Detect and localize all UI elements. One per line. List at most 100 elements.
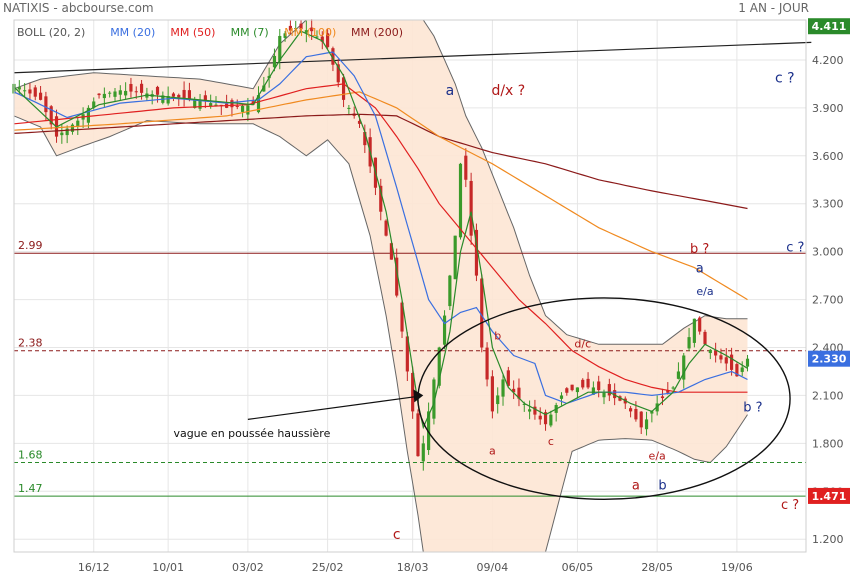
candle-body bbox=[336, 64, 340, 83]
candle-body bbox=[565, 388, 569, 393]
legend-item: MM (200) bbox=[351, 26, 403, 39]
candle-body bbox=[310, 27, 314, 32]
wave-label: d/x ? bbox=[491, 83, 525, 99]
candle-body bbox=[395, 257, 399, 296]
candle-body bbox=[714, 350, 718, 356]
candle-body bbox=[411, 372, 415, 412]
plot-border bbox=[13, 19, 807, 553]
candle-body bbox=[198, 99, 202, 109]
legend-item: BOLL (20, 2) bbox=[17, 26, 85, 39]
level-label: 2.38 bbox=[18, 337, 43, 350]
candle-body bbox=[453, 235, 457, 280]
x-tick-label: 09/04 bbox=[477, 561, 509, 574]
candle-body bbox=[92, 101, 96, 108]
candle-body bbox=[102, 93, 106, 99]
annotation-arrow-shaft bbox=[247, 395, 418, 420]
candle-body bbox=[490, 376, 494, 412]
wave-label: e/a bbox=[649, 449, 666, 462]
price-badge bbox=[808, 350, 850, 367]
candle-body bbox=[687, 337, 691, 349]
candle-body bbox=[644, 419, 649, 430]
candle-body bbox=[23, 90, 27, 92]
candle-body bbox=[581, 379, 585, 388]
candle-body bbox=[745, 358, 750, 367]
candle-body bbox=[341, 77, 346, 100]
candle-body bbox=[124, 90, 128, 96]
wave-label: a bbox=[489, 445, 496, 458]
candle-body bbox=[575, 387, 580, 393]
candle-body bbox=[331, 48, 335, 65]
candle-body bbox=[28, 89, 32, 94]
candle-body bbox=[724, 357, 728, 364]
candle-body bbox=[650, 411, 654, 414]
wave-label: a bbox=[446, 83, 455, 99]
candle-body bbox=[272, 55, 277, 68]
candle-body bbox=[129, 83, 133, 92]
candle-body bbox=[97, 93, 101, 96]
candle-body bbox=[618, 396, 622, 401]
candle-body bbox=[485, 347, 489, 380]
candle-body bbox=[692, 318, 696, 343]
candle-body bbox=[538, 415, 542, 420]
price-badge-label: 2.330 bbox=[812, 353, 847, 366]
candle-body bbox=[602, 392, 606, 398]
price-badge bbox=[808, 18, 850, 35]
candle-body bbox=[86, 107, 91, 123]
y-tick-label: 2.700 bbox=[812, 294, 844, 307]
candle-body bbox=[528, 409, 532, 412]
x-tick-label: 28/05 bbox=[641, 561, 673, 574]
candle-body bbox=[613, 390, 617, 399]
candle-body bbox=[501, 379, 505, 397]
candle-body bbox=[496, 395, 500, 405]
bollinger-band-fill bbox=[14, 20, 748, 552]
candle-body bbox=[235, 105, 239, 107]
candle-body bbox=[543, 412, 548, 425]
candle-body bbox=[591, 387, 595, 395]
candle-body bbox=[33, 87, 37, 97]
candle-body bbox=[357, 120, 362, 124]
wave-label: a bbox=[696, 261, 704, 276]
candle-body bbox=[283, 33, 287, 38]
candle-body bbox=[607, 384, 611, 396]
candle-body bbox=[469, 180, 473, 236]
candle-body bbox=[421, 443, 425, 462]
candle-body bbox=[666, 390, 670, 393]
candle-body bbox=[586, 378, 590, 388]
candle-body bbox=[230, 100, 234, 108]
candle-body bbox=[480, 278, 484, 348]
candle-body bbox=[522, 403, 526, 405]
wave-label: e/a bbox=[696, 285, 713, 298]
candle-body bbox=[660, 396, 665, 399]
y-tick-label: 1.200 bbox=[812, 533, 844, 546]
candle-body bbox=[442, 315, 447, 345]
candle-body bbox=[60, 132, 64, 136]
candle-body bbox=[629, 408, 633, 412]
candle-body bbox=[17, 87, 21, 90]
y-tick-label: 2.100 bbox=[812, 389, 844, 402]
candle-body bbox=[703, 331, 707, 345]
price-badge-label: 4.411 bbox=[812, 20, 847, 33]
candle-body bbox=[187, 90, 191, 99]
candle-body bbox=[729, 354, 734, 370]
candle-body bbox=[38, 92, 43, 100]
candle-body bbox=[427, 411, 431, 451]
mm100-line bbox=[13, 91, 748, 301]
wave-label: d/c bbox=[574, 338, 591, 351]
candle-body bbox=[49, 106, 53, 125]
legend-item: MM (20) bbox=[110, 26, 155, 39]
y-tick-label: 3.300 bbox=[812, 198, 844, 211]
candle-body bbox=[113, 91, 117, 97]
candle-body bbox=[347, 107, 351, 109]
level-label: 2.99 bbox=[18, 239, 43, 252]
candle-body bbox=[634, 408, 638, 420]
candle-body bbox=[118, 90, 122, 95]
x-tick-label: 18/03 bbox=[397, 561, 429, 574]
chart-header-left: NATIXIS - abcbourse.com bbox=[3, 1, 154, 15]
candle-body bbox=[240, 105, 245, 112]
candle-body bbox=[735, 364, 739, 377]
legend-item: MM (50) bbox=[170, 26, 215, 39]
price-badge-label: 1.471 bbox=[812, 490, 847, 503]
level-label: 1.47 bbox=[18, 482, 43, 495]
chart-header-right: 1 AN - JOUR bbox=[738, 1, 809, 15]
